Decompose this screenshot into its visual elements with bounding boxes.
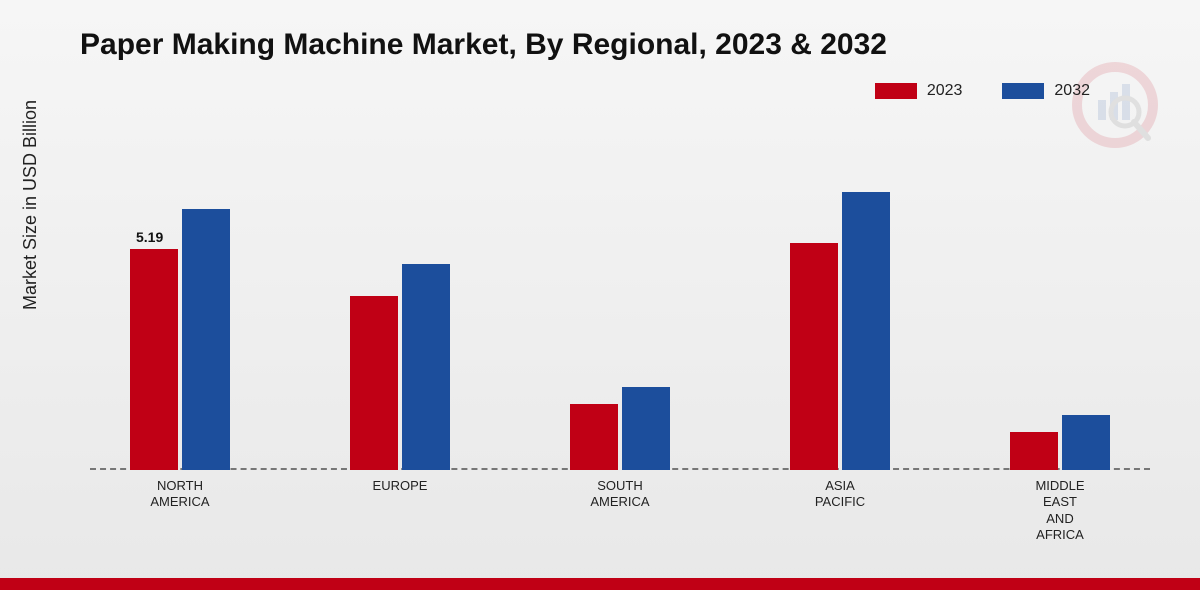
legend: 2023 2032 <box>875 82 1090 100</box>
bar <box>402 264 450 470</box>
bar-group <box>560 387 680 470</box>
footer-bar-white <box>0 590 1200 600</box>
legend-item-2023: 2023 <box>875 82 963 100</box>
x-axis-label: EUROPE <box>340 478 460 494</box>
x-axis-label: SOUTH AMERICA <box>560 478 680 511</box>
bar <box>182 209 230 470</box>
legend-label-2023: 2023 <box>927 82 963 100</box>
x-axis-label: ASIA PACIFIC <box>780 478 900 511</box>
x-axis-label: NORTH AMERICA <box>120 478 240 511</box>
bar-group <box>780 192 900 470</box>
bar-chart: 5.19 <box>90 130 1150 470</box>
bar <box>570 404 618 470</box>
y-axis-label: Market Size in USD Billion <box>20 100 41 310</box>
bar <box>1062 415 1110 470</box>
bar <box>622 387 670 470</box>
chart-title: Paper Making Machine Market, By Regional… <box>80 28 887 62</box>
x-axis-label: MIDDLE EAST AND AFRICA <box>1000 478 1120 543</box>
bar <box>1010 432 1058 470</box>
bar <box>842 192 890 470</box>
bar-group <box>340 264 460 470</box>
bar-group <box>120 209 240 470</box>
legend-label-2032: 2032 <box>1054 82 1090 100</box>
legend-item-2032: 2032 <box>1002 82 1090 100</box>
legend-swatch-2023 <box>875 83 917 99</box>
legend-swatch-2032 <box>1002 83 1044 99</box>
bar-group <box>1000 415 1120 470</box>
bar-value-label: 5.19 <box>136 229 163 245</box>
footer-bar-red <box>0 578 1200 590</box>
bar <box>350 296 398 470</box>
bar <box>130 249 178 470</box>
bar <box>790 243 838 470</box>
